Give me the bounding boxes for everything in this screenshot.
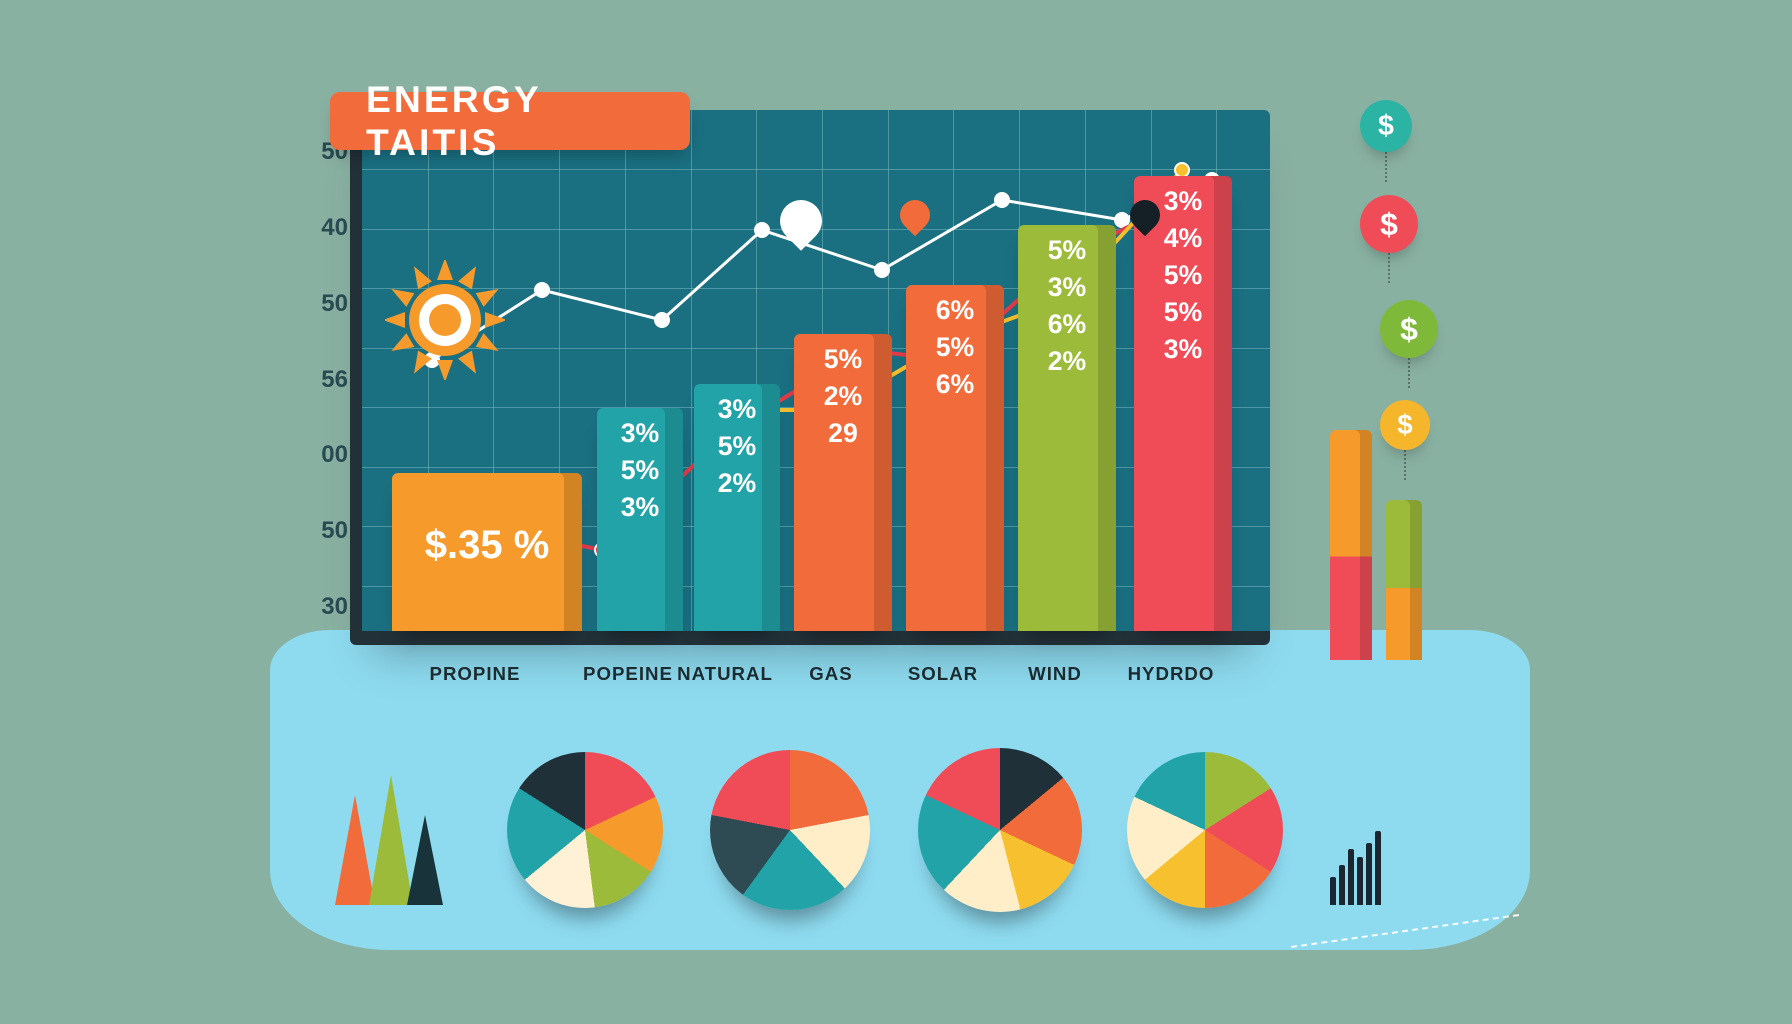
bar-value-label: 5% — [824, 344, 863, 375]
category-label: SOLAR — [888, 663, 998, 685]
bar-value-label: 5% — [621, 455, 660, 486]
bar-value-label: 5% — [718, 431, 757, 462]
bar-value-label: 2% — [824, 381, 863, 412]
category-label: WIND — [1000, 663, 1110, 685]
bar-value-label: 3% — [1048, 272, 1087, 303]
pie-chart — [507, 752, 663, 908]
bar-value-label: 5% — [936, 332, 975, 363]
chart-title-badge: ENERGY TAITIS — [330, 92, 690, 150]
pie-chart — [918, 748, 1082, 912]
chart-title-text: ENERGY TAITIS — [366, 78, 654, 164]
bar-value-label: 2% — [718, 468, 757, 499]
bar: 6% 5% 6% — [906, 285, 1004, 632]
side-bar — [1330, 430, 1372, 660]
bar-value-label: 3% — [621, 492, 660, 523]
pie-chart — [710, 750, 870, 910]
bar-value-label: 3% — [718, 394, 757, 425]
y-tick: 00 — [321, 441, 348, 469]
sun-icon — [385, 260, 505, 380]
bar-value-label: 6% — [1048, 309, 1087, 340]
bar: 5% 3% 6% 2% — [1018, 225, 1116, 631]
dollar-coin-icon: $ — [1380, 400, 1430, 450]
pie-chart — [1127, 752, 1283, 908]
category-label: NATURAL — [670, 663, 780, 685]
y-tick: 50 — [321, 290, 348, 318]
bar-value-label: 5% — [1048, 235, 1087, 266]
y-tick: 30 — [321, 593, 348, 621]
category-label: HYDRDO — [1116, 663, 1226, 685]
bar-value-label: 6% — [936, 369, 975, 400]
y-tick: 50 — [321, 517, 348, 545]
bar-value-label: 5% — [1164, 260, 1203, 291]
category-label: POPEINE — [573, 663, 683, 685]
dollar-coin-icon: $ — [1360, 195, 1418, 253]
infographic-stage: $.35 %3%5%3%3%5%2%5%2%296%5%6%5%3%6%2%3%… — [0, 0, 1792, 1024]
dollar-coin-icon: $ — [1380, 300, 1438, 358]
y-tick: 56 — [321, 366, 348, 394]
bar: 3% 4% 5% 5% 3% — [1134, 176, 1232, 631]
dollar-coin-icon: $ — [1360, 100, 1412, 152]
bar-value-label: 2% — [1048, 346, 1087, 377]
bar-value-label: $.35 % — [425, 523, 550, 568]
mini-bar-icon — [1330, 831, 1381, 905]
bar-value-label: 29 — [828, 418, 858, 449]
bar: 5% 2% 29 — [794, 334, 892, 631]
bar-value-label: 3% — [621, 418, 660, 449]
y-tick: 40 — [321, 214, 348, 242]
bar: 3% 5% 2% — [694, 384, 780, 632]
side-bar — [1386, 500, 1422, 660]
spike-icon — [407, 815, 443, 905]
category-label: GAS — [776, 663, 886, 685]
bar-value-label: 3% — [1164, 186, 1203, 217]
bar-value-label: 3% — [1164, 334, 1203, 365]
bar: $.35 % — [392, 473, 582, 631]
category-label: PROPINE — [420, 663, 530, 685]
bar-value-label: 4% — [1164, 223, 1203, 254]
bar: 3% 5% 3% — [597, 408, 683, 631]
bar-value-label: 6% — [936, 295, 975, 326]
bar-value-label: 5% — [1164, 297, 1203, 328]
